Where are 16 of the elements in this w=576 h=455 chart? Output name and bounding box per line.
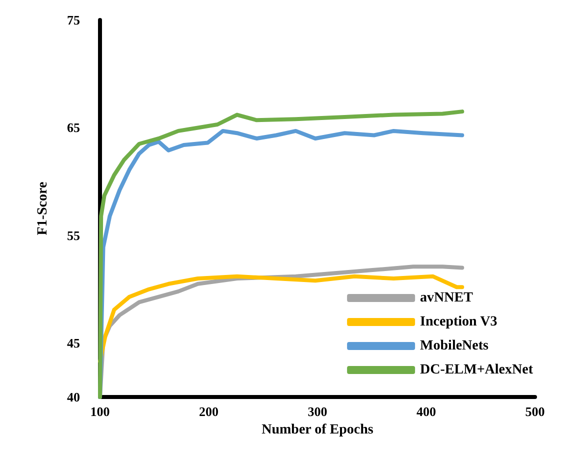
y-tick-label: 40 [67, 390, 80, 404]
legend-label: DC-ELM+AlexNet [420, 362, 534, 378]
legend-label: avNNET [420, 290, 474, 306]
x-tick-label: 100 [90, 404, 110, 419]
x-tick-label: 300 [308, 404, 328, 419]
y-tick-label: 55 [67, 228, 80, 243]
y-tick-label: 65 [67, 120, 80, 136]
x-tick-label: 400 [416, 404, 436, 419]
legend-label: MobileNets [420, 338, 490, 354]
x-tick-label: 500 [525, 404, 545, 419]
x-axis-title: Number of Epochs [262, 422, 374, 438]
y-axis-title: F1-Score [36, 182, 50, 236]
y-tick-label: 45 [67, 336, 80, 351]
y-tick-label: 75 [67, 12, 80, 28]
legend-label: Inception V3 [420, 314, 498, 330]
x-tick-label: 200 [199, 404, 218, 419]
